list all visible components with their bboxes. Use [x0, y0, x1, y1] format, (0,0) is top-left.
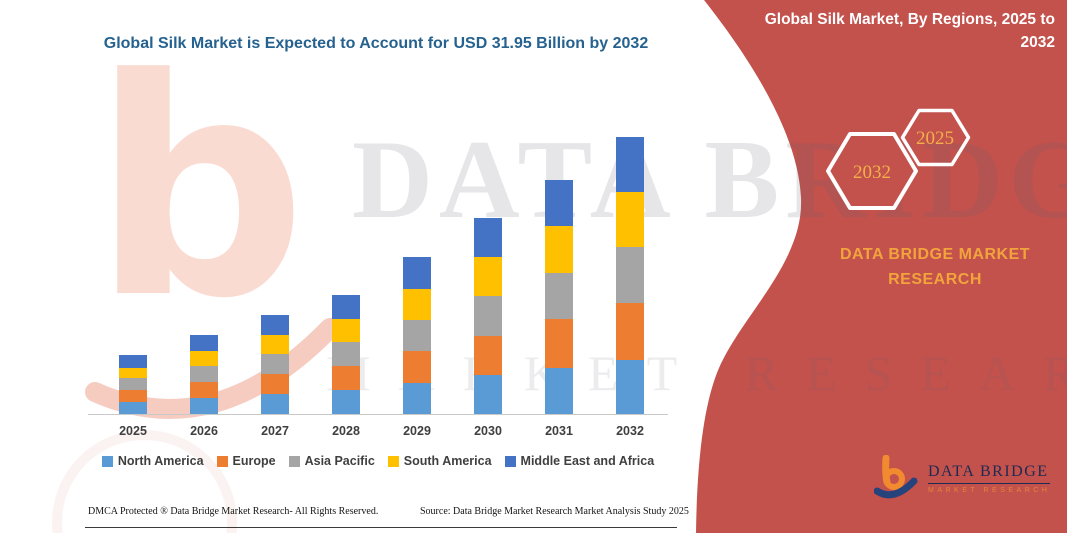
hexagon-2025-outline [900, 108, 971, 167]
legend-label: North America [117, 454, 204, 468]
bar-segment-2032-middle-east-and-africa [616, 136, 644, 192]
bar-2029 [403, 257, 431, 414]
bar-segment-2031-europe [545, 319, 573, 368]
bar-segment-2031-north-america [545, 368, 573, 414]
logo-text-block: DATA BRIDGE MARKET RESEARCH [928, 463, 1051, 494]
logo-wordmark: DATA BRIDGE [928, 463, 1051, 484]
legend-swatch-icon [387, 455, 399, 467]
legend-swatch-icon [288, 455, 300, 467]
bar-segment-2030-middle-east-and-africa [474, 218, 502, 257]
legend-label: Europe [232, 454, 276, 468]
x-label-2032: 2032 [616, 424, 644, 438]
bar-segment-2032-south-america [616, 192, 644, 247]
footer-dmca-text: DMCA Protected ® Data Bridge Market Rese… [88, 506, 379, 517]
x-label-2029: 2029 [403, 424, 431, 438]
bar-segment-2030-north-america [474, 375, 502, 414]
legend-item-middle-east-and-africa: Middle East and Africa [504, 454, 655, 468]
bar-segment-2031-south-america [545, 226, 573, 273]
dbmr-logo: DATA BRIDGE MARKET RESEARCH [874, 455, 1051, 501]
legend-label: Asia Pacific [304, 454, 375, 468]
x-label-2031: 2031 [545, 424, 573, 438]
right-panel-title: Global Silk Market, By Regions, 2025 to … [764, 11, 1055, 52]
bar-segment-2029-asia-pacific [403, 320, 431, 351]
bar-segment-2031-middle-east-and-africa [545, 180, 573, 226]
footer-divider-line [85, 527, 677, 528]
legend-item-asia-pacific: Asia Pacific [288, 454, 375, 468]
legend-item-south-america: South America [387, 454, 492, 468]
bar-2031 [545, 180, 573, 414]
brand-caption: DATA BRIDGE MARKET RESEARCH [839, 246, 1031, 288]
x-label-2030: 2030 [474, 424, 502, 438]
legend-label: South America [403, 454, 492, 468]
bar-segment-2029-north-america [403, 383, 431, 414]
legend-swatch-icon [504, 455, 516, 467]
bar-segment-2030-asia-pacific [474, 296, 502, 336]
dbmr-logo-icon [874, 455, 918, 499]
badge-2032: 2032 [853, 162, 891, 183]
bar-segment-2029-europe [403, 351, 431, 383]
chart-legend: North America Europe Asia Pacific South Ame… [80, 454, 676, 468]
x-axis-line [88, 414, 668, 415]
logo-tagline: MARKET RESEARCH [928, 486, 1051, 494]
x-label-2027: 2027 [261, 424, 289, 438]
hexagon-2032-outline [826, 132, 918, 210]
bar-segment-2029-south-america [403, 289, 431, 320]
bar-segment-2029-middle-east-and-africa [403, 257, 431, 289]
red-panel [696, 0, 1067, 533]
legend-swatch-icon [101, 455, 113, 467]
badge-2025: 2025 [916, 128, 954, 149]
x-label-2025: 2025 [119, 424, 147, 438]
x-axis-labels: 2025 2026 2027 2028 2029 2030 2031 2032 [88, 424, 668, 442]
x-label-2028: 2028 [332, 424, 360, 438]
legend-item-north-america: North America [101, 454, 204, 468]
footer-source-text: Source: Data Bridge Market Research Mark… [420, 506, 689, 517]
bar-2032 [616, 136, 644, 414]
bar-segment-2028-middle-east-and-africa [332, 295, 360, 319]
legend-item-europe: Europe [216, 454, 276, 468]
chart-title: Global Silk Market is Expected to Accoun… [103, 35, 649, 52]
x-label-2026: 2026 [190, 424, 218, 438]
bar-segment-2032-asia-pacific [616, 247, 644, 303]
bar-segment-2031-asia-pacific [545, 273, 573, 319]
bar-segment-2032-north-america [616, 360, 644, 414]
legend-swatch-icon [216, 455, 228, 467]
bar-segment-2030-south-america [474, 257, 502, 296]
bar-segment-2030-europe [474, 336, 502, 375]
legend-label: Middle East and Africa [520, 454, 655, 468]
bar-segment-2032-europe [616, 303, 644, 360]
bar-2030 [474, 218, 502, 414]
